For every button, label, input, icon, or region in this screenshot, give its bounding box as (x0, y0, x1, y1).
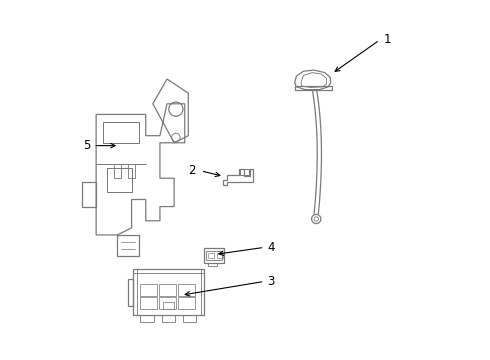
Text: 2: 2 (188, 164, 196, 177)
Text: 5: 5 (83, 139, 90, 152)
Text: 3: 3 (268, 275, 275, 288)
Text: 1: 1 (383, 33, 391, 46)
Text: 4: 4 (268, 241, 275, 254)
